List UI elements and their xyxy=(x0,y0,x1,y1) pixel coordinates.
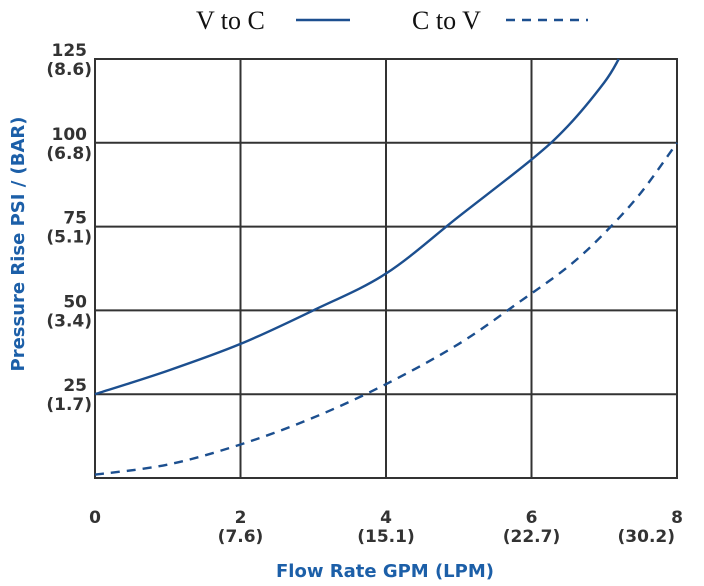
x-tick-sublabel: (15.1) xyxy=(357,527,414,547)
series-lines xyxy=(94,58,678,476)
x-axis-title: Flow Rate GPM (LPM) xyxy=(276,561,494,582)
series-line-1 xyxy=(94,58,620,396)
y-axis-title: Pressure Rise PSI / (BAR) xyxy=(8,116,29,371)
x-tick-label: 4 xyxy=(380,508,392,528)
y-tick-label: 75 xyxy=(63,209,87,229)
x-tick-sublabel: (22.7) xyxy=(503,527,560,547)
x-tick-label: 6 xyxy=(526,508,538,528)
x-tick-sublabel: (7.6) xyxy=(218,527,264,547)
x-tick-sublabel: (30.2) xyxy=(618,527,675,547)
legend-label: V to C xyxy=(196,6,265,35)
y-tick-label: 100 xyxy=(52,125,88,145)
series-line-2 xyxy=(94,142,678,476)
x-tick-label: 2 xyxy=(235,508,247,528)
y-tick-sublabel: (5.1) xyxy=(46,228,92,248)
y-tick-sublabel: (3.4) xyxy=(46,311,92,331)
y-tick-label: 125 xyxy=(52,41,88,61)
grid xyxy=(94,58,678,479)
y-tick-sublabel: (6.8) xyxy=(46,144,92,164)
y-tick-label: 50 xyxy=(63,292,87,312)
x-tick-label: 8 xyxy=(671,508,683,528)
legend-label: C to V xyxy=(412,6,481,35)
legend: V to C C to V xyxy=(196,6,588,35)
y-tick-label: 25 xyxy=(63,376,87,396)
x-axis-ticks: 0 2(7.6) 4(15.1) 6(22.7) 8(30.2) xyxy=(89,508,683,547)
y-tick-sublabel: (1.7) xyxy=(46,395,92,415)
y-tick-sublabel: (8.6) xyxy=(46,60,92,80)
x-tick-label: 0 xyxy=(89,508,101,528)
y-axis-ticks: 25(1.7) 50(3.4) 75(5.1) 100(6.8) 125(8.6) xyxy=(46,41,92,415)
